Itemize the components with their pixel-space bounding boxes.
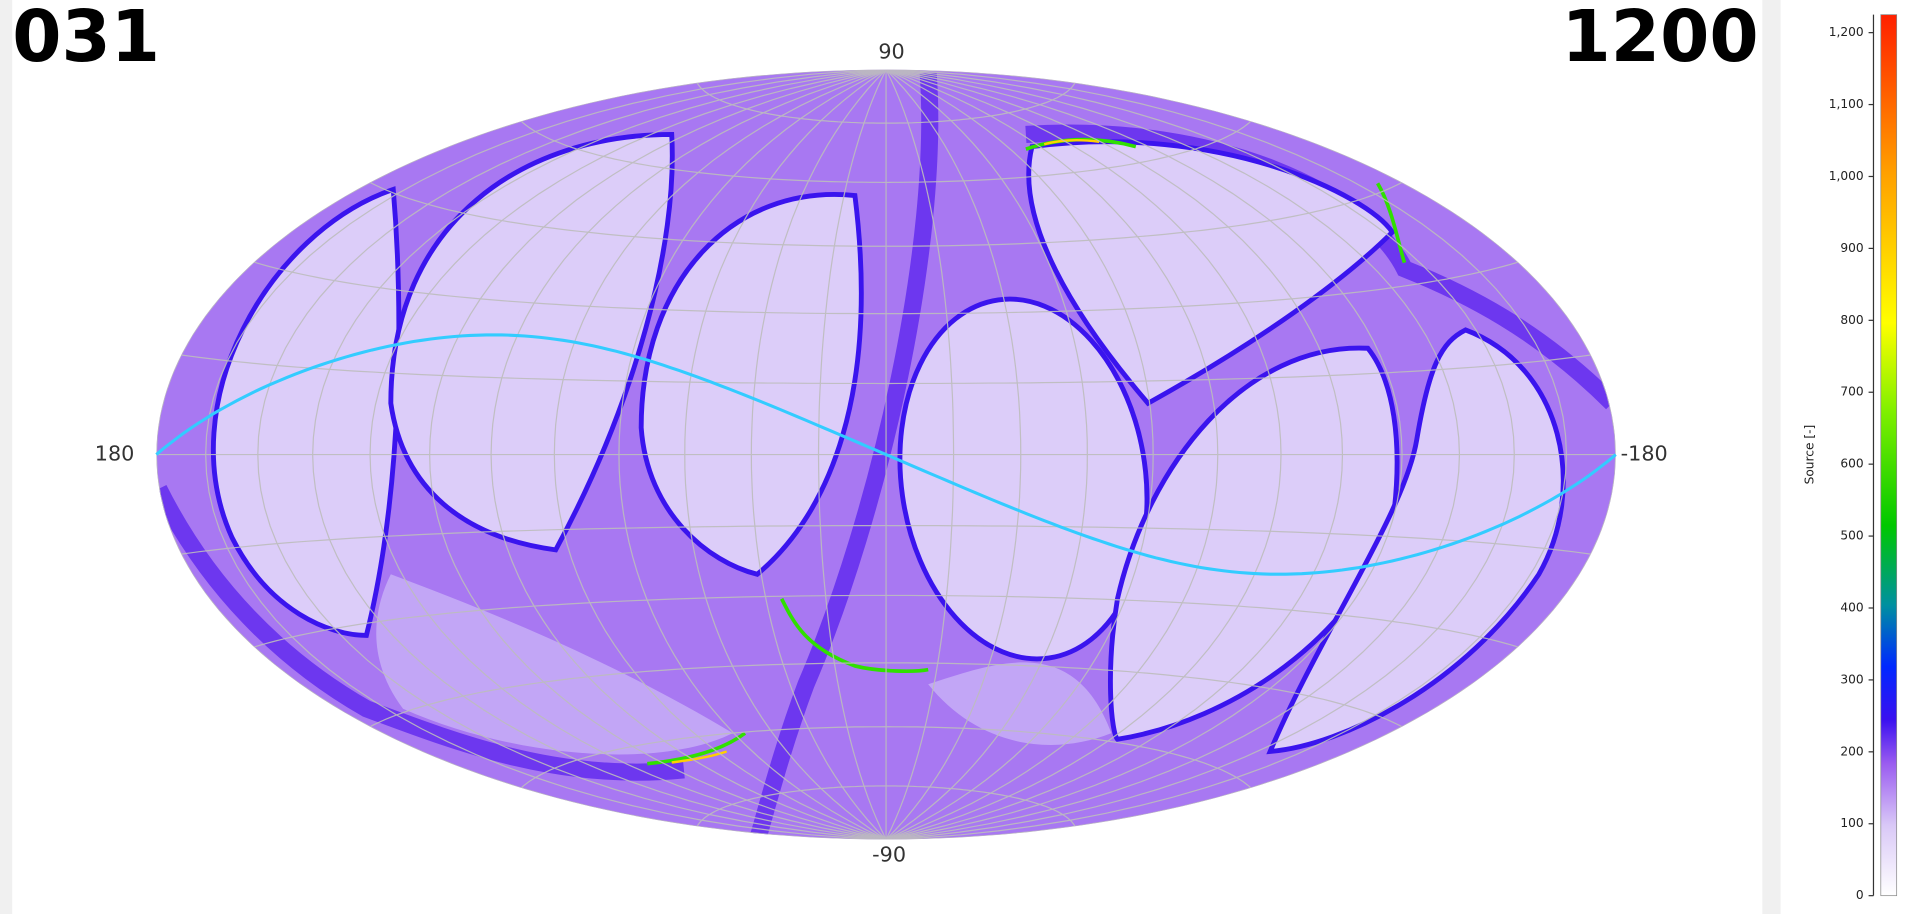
peak-spots (671, 138, 1100, 764)
parallel (696, 82, 1076, 124)
parallel (181, 354, 1591, 385)
map-label-right: 1200 (1562, 0, 1759, 78)
colorbar: 0 100 200 300 400 500 600 700 800 900 1,000 1,100 1,… (1829, 14, 1898, 902)
colorbar-tick-label: 400 (1840, 600, 1863, 614)
colorbar-tick-label: 100 (1840, 816, 1863, 830)
colorbar-tick-label: 900 (1840, 241, 1863, 255)
longitude-right-label: -180 (1621, 442, 1668, 466)
parallel (520, 120, 1252, 184)
colorbar-tick-label: 800 (1840, 313, 1863, 327)
colorbar-tick-label: 1,000 (1829, 169, 1864, 183)
colorbar-tick-label: 1,200 (1829, 25, 1864, 39)
colorbar-tick-label: 600 (1840, 457, 1863, 471)
parallel (520, 726, 1252, 789)
colorbar-tick-label: 500 (1840, 529, 1863, 543)
parallel (696, 785, 1076, 827)
parallel (369, 181, 1403, 247)
parallel (253, 261, 1519, 315)
colorbar-tick-label: 700 (1840, 385, 1863, 399)
parallel (253, 594, 1519, 648)
colorbar-tick-label: 1,100 (1829, 97, 1864, 111)
parallel (369, 662, 1403, 728)
parallel (181, 524, 1591, 555)
latitude-top-label: 90 (878, 40, 904, 64)
graticule (156, 69, 1616, 840)
colorbar-label: Source [-] (1802, 425, 1816, 485)
colorbar-tick-label: 300 (1840, 672, 1863, 686)
latitude-bottom-label: -90 (872, 842, 906, 866)
ecliptic-line (155, 333, 1617, 576)
colorbar-tick-label: 200 (1840, 744, 1863, 758)
map-label-left: 031 (12, 0, 160, 78)
colorbar-tick-label: 0 (1856, 888, 1864, 902)
low-density-regions (211, 131, 1566, 755)
longitude-left-label: 180 (95, 442, 135, 466)
colorbar-scale (1880, 14, 1898, 897)
